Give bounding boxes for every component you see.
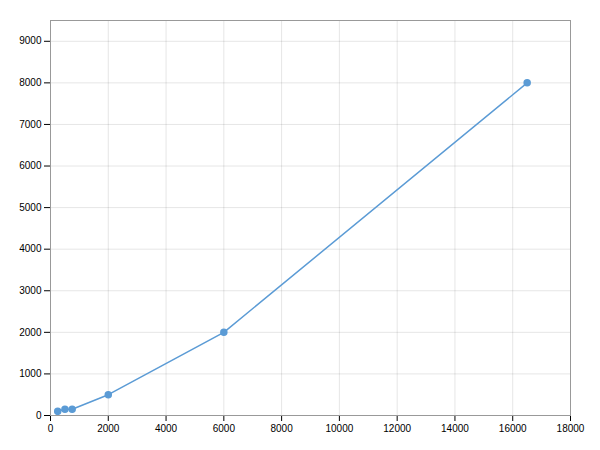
svg-text:6000: 6000 — [19, 160, 42, 171]
svg-text:12000: 12000 — [383, 423, 411, 434]
svg-text:10000: 10000 — [325, 423, 353, 434]
svg-text:18000: 18000 — [557, 423, 585, 434]
svg-text:2000: 2000 — [19, 327, 42, 338]
svg-text:7000: 7000 — [19, 119, 42, 130]
svg-text:8000: 8000 — [19, 77, 42, 88]
svg-text:2000: 2000 — [97, 423, 120, 434]
svg-text:0: 0 — [36, 410, 42, 421]
svg-text:9000: 9000 — [19, 35, 42, 46]
svg-text:8000: 8000 — [270, 423, 293, 434]
svg-text:4000: 4000 — [19, 243, 42, 254]
svg-text:4000: 4000 — [155, 423, 178, 434]
svg-text:16000: 16000 — [499, 423, 527, 434]
svg-text:5000: 5000 — [19, 202, 42, 213]
svg-text:3000: 3000 — [19, 285, 42, 296]
svg-text:6000: 6000 — [213, 423, 236, 434]
svg-text:1000: 1000 — [19, 368, 42, 379]
svg-text:14000: 14000 — [441, 423, 469, 434]
svg-text:0: 0 — [48, 423, 54, 434]
